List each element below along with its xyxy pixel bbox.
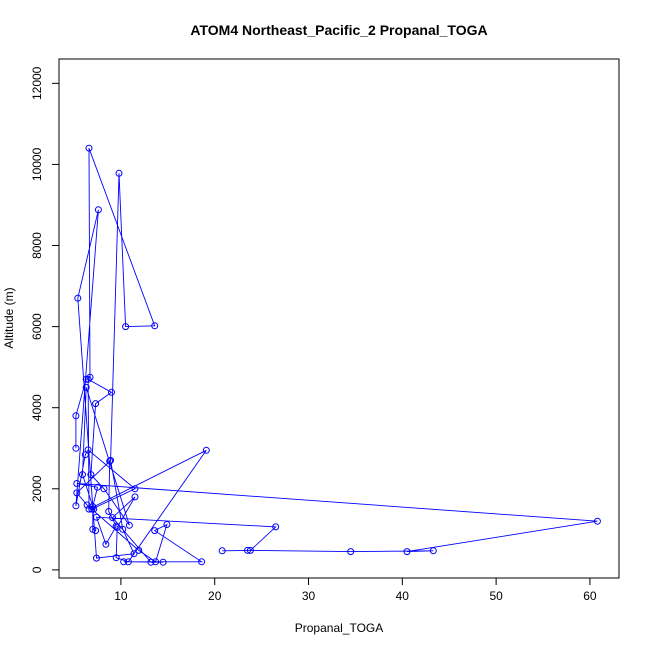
data-point [94,483,101,491]
data-point [109,514,116,522]
data-point [115,169,123,177]
data-point [244,546,251,554]
data-point [124,558,132,566]
y-tick-label: 10000 [30,147,44,181]
data-point [72,502,80,510]
data-point [84,446,92,454]
y-axis: 0 2000 4000 6000 8000 10000 12000 [30,66,60,573]
data-point [106,457,114,465]
data-point [151,527,159,535]
data-point [131,493,139,501]
data-point [86,373,94,381]
data-point [131,485,139,493]
data-point [112,554,120,562]
series-line [75,148,598,563]
data-point [82,375,90,383]
y-tick-label: 8000 [30,232,44,259]
data-point [163,521,171,528]
data-point [246,546,254,554]
data-point [151,322,159,330]
data-point [94,206,102,214]
data-point [130,550,138,558]
series-layer [72,144,601,566]
x-tick-label: 30 [302,589,316,603]
data-point [85,144,93,152]
data-point [87,471,95,479]
data-point [135,546,143,554]
data-point [218,547,226,555]
data-point [403,548,411,556]
data-point [112,522,120,530]
x-tick-label: 60 [583,589,597,603]
data-point [122,323,130,331]
y-tick-label: 6000 [30,313,44,340]
x-tick-label: 20 [208,589,222,603]
data-point [429,547,437,555]
data-point [92,527,100,535]
x-tick-label: 50 [489,589,503,603]
data-point [147,558,155,566]
y-tick-label: 4000 [30,394,44,421]
data-point [159,558,167,566]
data-point [92,400,100,408]
y-tick-label: 0 [30,566,44,573]
x-axis: 10 20 30 40 50 60 [114,577,597,603]
y-tick-label: 12000 [30,66,44,100]
data-point [74,294,82,302]
data-point [272,523,280,531]
data-point [72,444,80,452]
y-tick-label: 2000 [30,475,44,502]
data-point [84,375,92,383]
chart-title: ATOM4 Northeast_Pacific_2 Propanal_TOGA [190,22,487,38]
x-tick-label: 40 [396,589,410,603]
data-point [100,485,108,493]
data-point [593,517,601,525]
y-axis-label: Altitude (m) [2,287,16,348]
plot-frame [58,58,620,579]
data-point [125,521,133,529]
data-point [202,446,210,454]
x-tick-label: 10 [114,589,128,603]
x-axis-label: Propanal_TOGA [295,621,384,635]
data-point [73,480,81,487]
data-point [107,456,115,464]
data-point [89,503,97,511]
data-point [120,558,128,566]
data-point [93,554,100,562]
data-point [73,489,81,497]
data-point [72,412,80,420]
data-point [108,388,115,396]
data-point [105,508,113,515]
data-point [113,523,121,531]
data-point [198,558,206,566]
data-point [79,471,86,479]
data-point [102,540,110,548]
data-point [152,558,160,566]
data-point [82,383,90,391]
data-point [93,513,100,521]
data-point [347,548,355,556]
